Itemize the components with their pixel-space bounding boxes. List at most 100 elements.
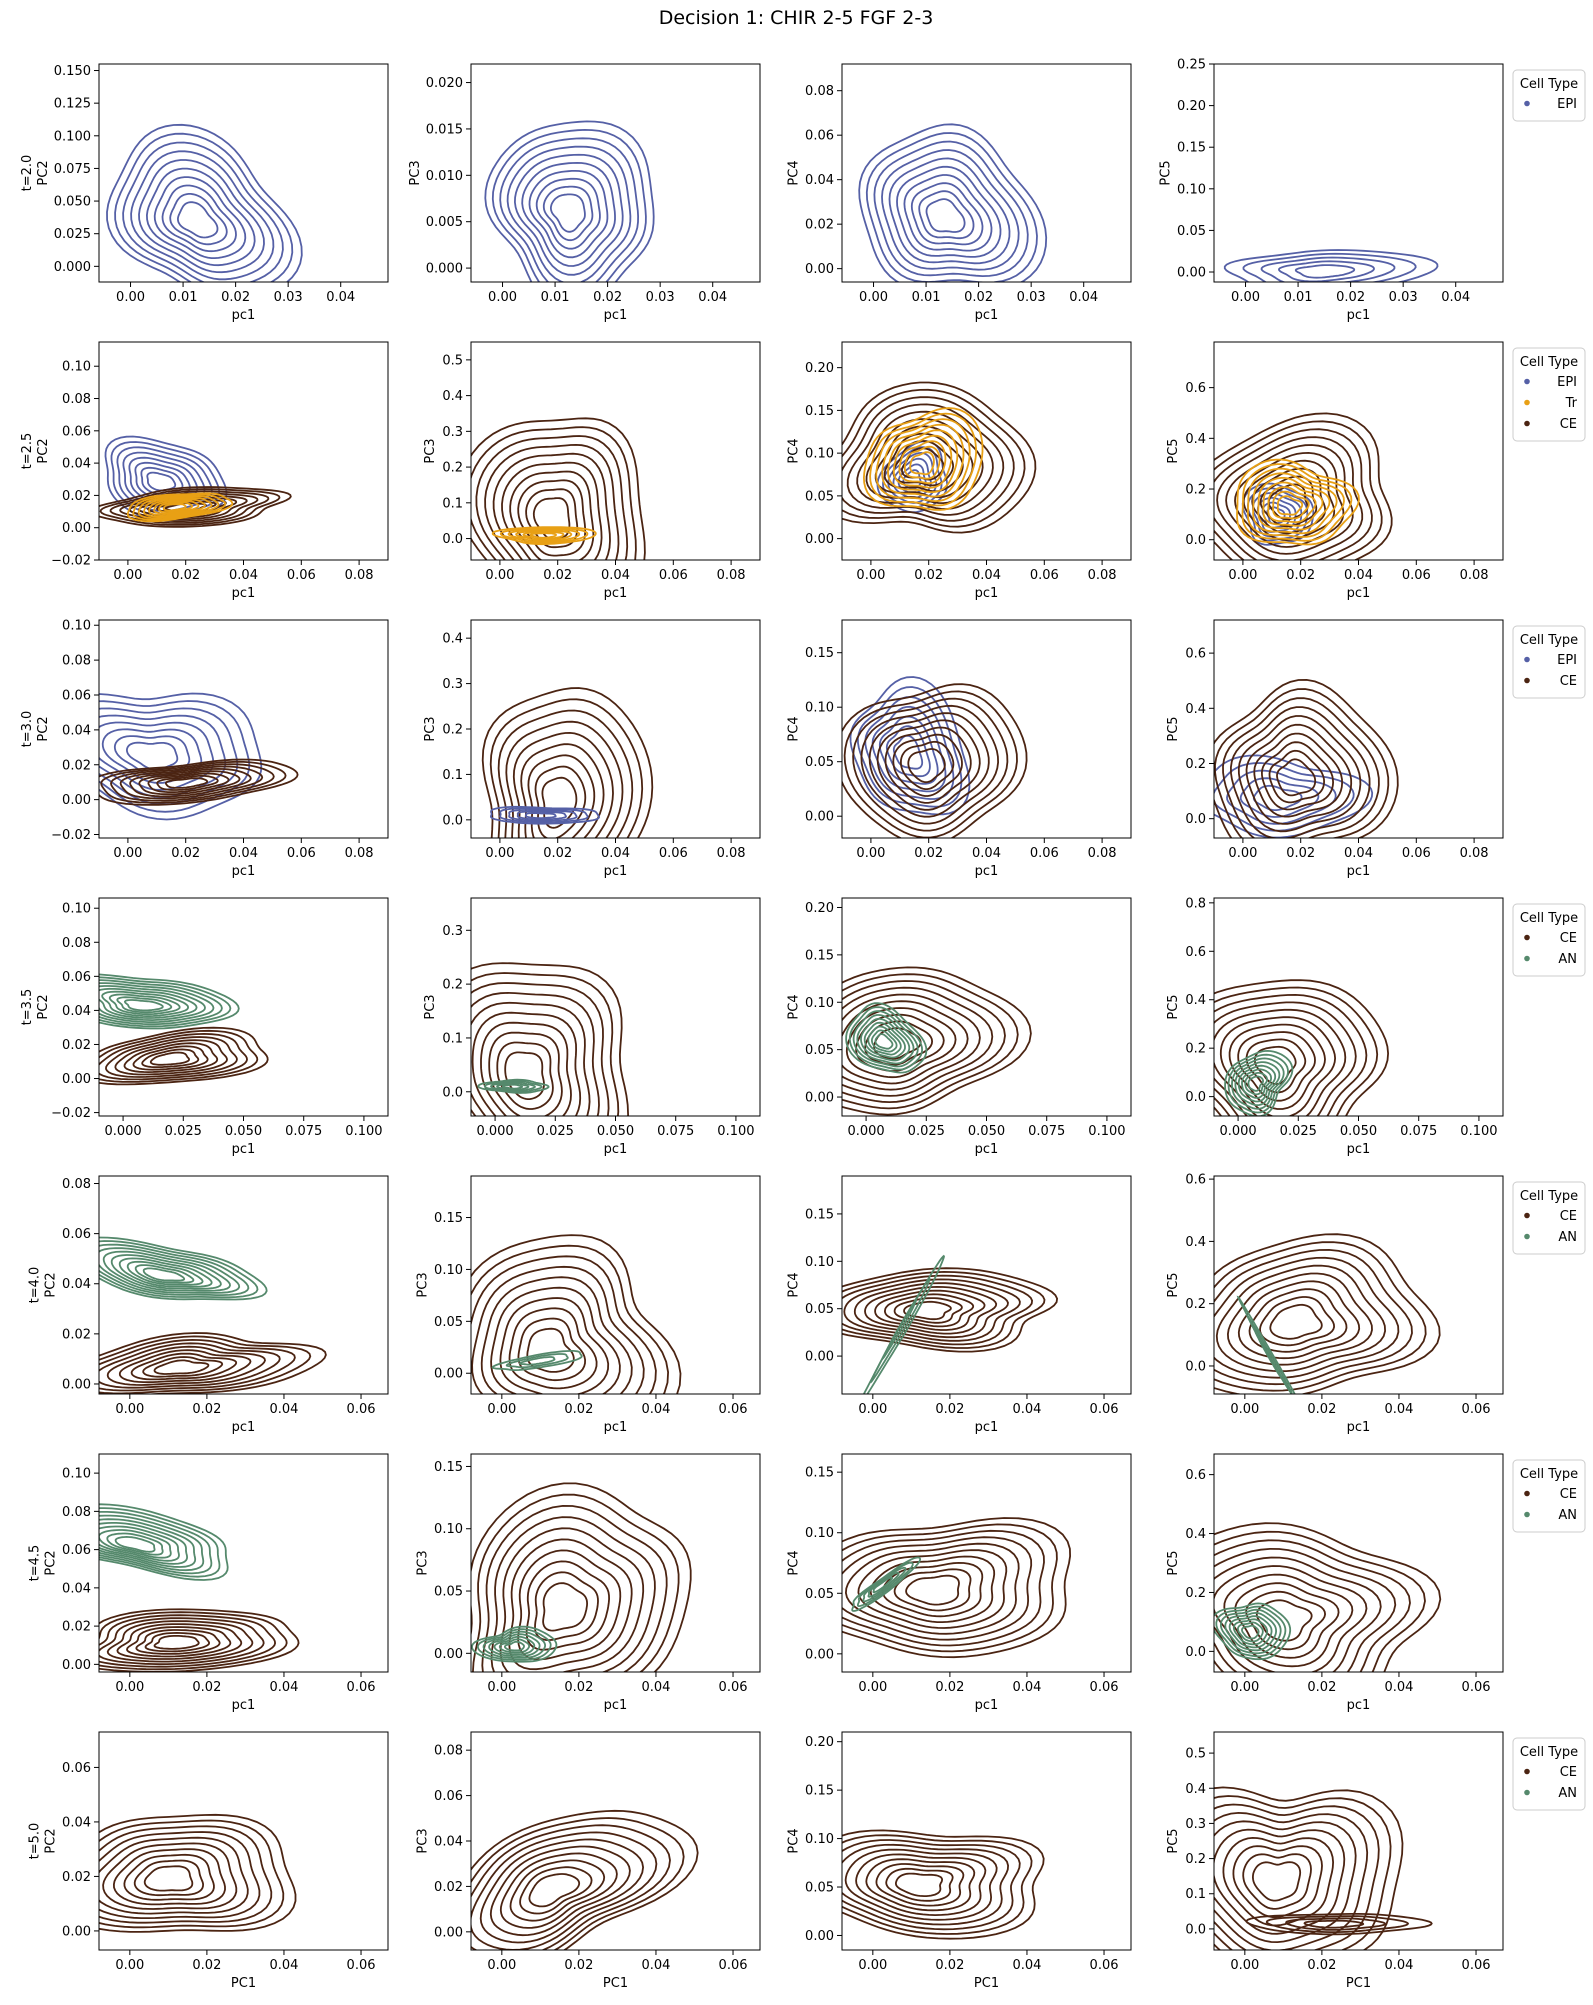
legend-marker-CE — [1524, 677, 1530, 684]
y-tick-label: 0.100 — [54, 129, 91, 144]
density-contour-CE — [1214, 1786, 1404, 1950]
x-axis-label: pc1 — [975, 1698, 999, 1713]
y-tick-label: 0.0 — [442, 813, 463, 828]
y-tick-label: 0.050 — [54, 195, 91, 210]
density-contour-AN — [488, 1633, 541, 1657]
x-axis-label: pc1 — [975, 308, 999, 323]
density-contour-CE — [1214, 1241, 1427, 1392]
y-tick-label: 0.2 — [1185, 1042, 1206, 1057]
x-axis-label: pc1 — [232, 1698, 256, 1713]
y-axis-label: PC5 — [1166, 994, 1181, 1019]
y-tick-label: 0.125 — [54, 97, 91, 112]
x-axis-label: PC1 — [1346, 1976, 1371, 1991]
axes-frame — [98, 1175, 389, 1395]
legend-marker-CE — [1524, 1768, 1530, 1775]
x-tick-label: 0.06 — [719, 1680, 748, 1695]
legend-marker-AN — [1524, 955, 1530, 962]
x-tick-label: 0.08 — [717, 568, 746, 583]
y-tick-label: 0.0 — [1185, 1090, 1206, 1105]
y-tick-label: 0.05 — [805, 1043, 834, 1058]
contour-layer — [471, 962, 630, 1116]
density-contour-CE — [883, 1293, 975, 1328]
density-contour-AN — [1237, 1064, 1277, 1103]
y-tick-label: 0.06 — [62, 1761, 91, 1776]
density-contour-CE — [479, 1838, 645, 1944]
legend-t=3.5: Cell Type CE AN — [1512, 903, 1586, 977]
x-tick-label: 0.02 — [192, 1958, 221, 1973]
density-contour-CE — [100, 760, 287, 804]
density-contour-CE — [106, 1345, 266, 1386]
density-contour-CE — [842, 381, 1037, 534]
density-contour-CE — [481, 687, 654, 838]
density-contour-CE — [153, 1359, 210, 1375]
x-tick-label: 0.100 — [1088, 1124, 1125, 1139]
y-axis-label: PC3 — [416, 1550, 431, 1575]
y-tick-label: 0.2 — [1185, 1297, 1206, 1312]
legend-label-Tr: Tr — [1565, 396, 1578, 411]
x-axis-label: pc1 — [1347, 864, 1371, 879]
y-tick-label: 0.6 — [1185, 647, 1206, 662]
x-tick-label: 0.02 — [171, 568, 200, 583]
density-contour-CE — [492, 452, 611, 560]
density-contour-AN — [99, 1507, 221, 1578]
density-contour-Tr — [507, 528, 581, 543]
density-contour-EPI — [513, 153, 624, 276]
y-tick-label: 0.0 — [442, 1085, 463, 1100]
y-axis-label: PC3 — [423, 994, 438, 1019]
x-tick-label: 0.06 — [1030, 568, 1059, 583]
y-tick-label: 0.05 — [434, 1315, 463, 1330]
density-contour-EPI — [903, 174, 993, 252]
x-axis-label: PC1 — [603, 1976, 628, 1991]
y-tick-label: 0.4 — [1185, 432, 1206, 447]
legend-marker-CE — [1524, 934, 1530, 941]
x-tick-label: 0.08 — [1088, 568, 1117, 583]
x-tick-label: 0.04 — [601, 568, 630, 583]
density-contour-CE — [542, 1582, 589, 1632]
y-tick-label: 0.02 — [62, 1870, 91, 1885]
x-tick-label: 0.00 — [115, 1680, 144, 1695]
density-contour-CE — [484, 443, 620, 560]
y-tick-label: 0.05 — [434, 1585, 463, 1600]
contour-layer — [1214, 979, 1390, 1116]
density-contour-Tr — [1267, 486, 1317, 524]
density-contour-AN — [134, 1264, 195, 1284]
density-contour-CE — [1214, 1811, 1369, 1950]
y-tick-label: 0.20 — [1177, 99, 1206, 114]
density-contour-CE — [525, 488, 579, 549]
subplot-t=5.0-PC4: 0.00 0.02 0.04 0.06 0.00 0.05 0.10 0.15 0.20 PC1 P… — [787, 1731, 1132, 1991]
density-contour-EPI — [99, 721, 215, 791]
density-contour-CE — [481, 1504, 668, 1672]
y-tick-label: 0.4 — [442, 632, 463, 647]
density-contour-EPI — [1242, 252, 1417, 282]
x-axis-label: pc1 — [232, 308, 256, 323]
y-tick-label: 0.00 — [62, 1377, 91, 1392]
density-contour-CE — [865, 1858, 976, 1912]
density-contour-CE — [842, 1829, 1045, 1940]
contour-layer — [842, 381, 1037, 534]
legend-title: Cell Type — [1520, 1467, 1578, 1482]
x-tick-label: 0.08 — [345, 846, 374, 861]
x-tick-label: 0.04 — [972, 568, 1001, 583]
x-tick-label: 0.075 — [1400, 1124, 1437, 1139]
x-tick-label: 0.02 — [192, 1680, 221, 1695]
density-contour-AN — [99, 1529, 172, 1559]
axes-frame — [841, 1731, 1132, 1951]
legend-marker-EPI — [1524, 100, 1530, 107]
legend-title: Cell Type — [1520, 911, 1578, 926]
density-contour-CE — [842, 1536, 1033, 1641]
density-contour-CE — [1214, 420, 1383, 560]
y-tick-label: 0.10 — [805, 701, 834, 716]
y-tick-label: 0.005 — [426, 215, 463, 230]
row-t=3.5: 0.000 0.025 0.050 0.075 0.100 −0.02 0.00 0.02 0.… — [20, 896, 1586, 1157]
y-tick-label: 0.5 — [1185, 1747, 1206, 1762]
legend-title: Cell Type — [1520, 1745, 1578, 1760]
x-tick-label: 0.02 — [1307, 1402, 1336, 1417]
x-tick-label: 0.00 — [1228, 568, 1257, 583]
density-contour-CE — [1214, 412, 1393, 560]
x-tick-label: 0.06 — [287, 846, 316, 861]
density-contour-AN — [110, 1254, 222, 1290]
axes-frame — [1213, 1731, 1504, 1951]
x-tick-label: 0.04 — [229, 846, 258, 861]
x-axis-label: pc1 — [604, 1698, 628, 1713]
